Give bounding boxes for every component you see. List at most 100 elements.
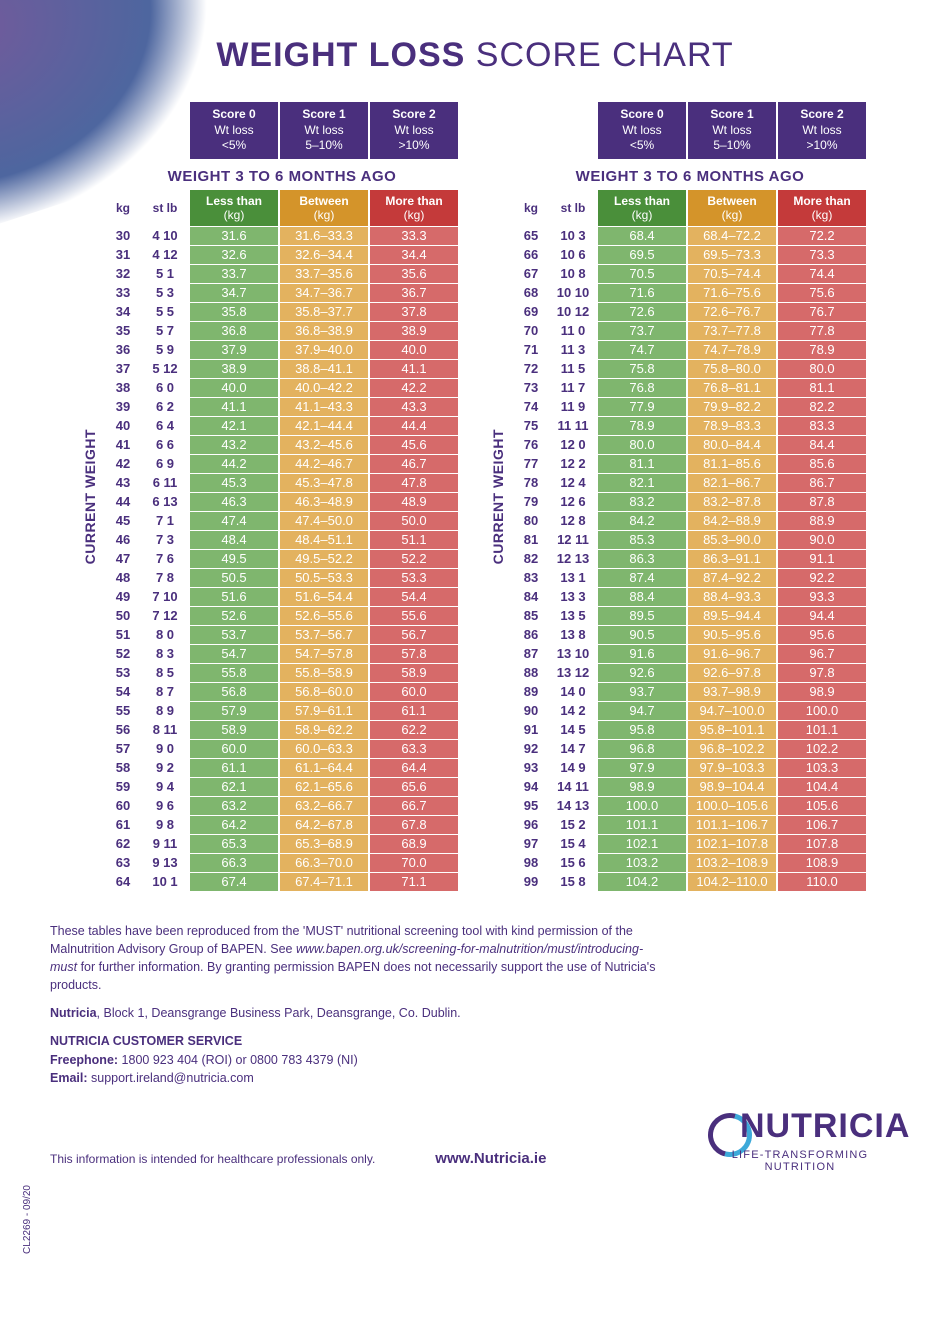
cell-stlb: 7 8 (142, 569, 188, 587)
cell-score2: 80.0 (778, 360, 866, 378)
cell-score0: 60.0 (190, 740, 278, 758)
cell-score2: 60.0 (370, 683, 458, 701)
section-header: WEIGHT 3 TO 6 MONTHS AGO (106, 160, 458, 189)
cell-score1: 70.5–74.4 (688, 265, 776, 283)
table-row: 7812 482.182.1–86.786.7 (514, 474, 866, 492)
cell-kg: 89 (514, 683, 548, 701)
customer-service-heading: NUTRICIA CUSTOMER SERVICE Freephone: 180… (50, 1032, 670, 1086)
cell-score2: 53.3 (370, 569, 458, 587)
cell-kg: 90 (514, 702, 548, 720)
cell-stlb: 10 3 (550, 227, 596, 245)
cell-stlb: 6 0 (142, 379, 188, 397)
table-row: 7311 776.876.8–81.181.1 (514, 379, 866, 397)
cell-stlb: 6 11 (142, 474, 188, 492)
table-row: 9214 796.896.8–102.2102.2 (514, 740, 866, 758)
cell-score1: 91.6–96.7 (688, 645, 776, 663)
cell-score1: 94.7–100.0 (688, 702, 776, 720)
cell-kg: 93 (514, 759, 548, 777)
cell-stlb: 7 6 (142, 550, 188, 568)
cell-score1: 78.9–83.3 (688, 417, 776, 435)
cell-score2: 103.3 (778, 759, 866, 777)
cell-stlb: 15 6 (550, 854, 596, 872)
cell-score2: 61.1 (370, 702, 458, 720)
cell-score1: 38.8–41.1 (280, 360, 368, 378)
cell-kg: 30 (106, 227, 140, 245)
cell-stlb: 10 8 (550, 265, 596, 283)
cell-kg: 96 (514, 816, 548, 834)
cell-score1: 104.2–110.0 (688, 873, 776, 891)
cell-score1: 88.4–93.3 (688, 588, 776, 606)
cell-stlb: 4 12 (142, 246, 188, 264)
cell-score2: 88.9 (778, 512, 866, 530)
cell-score0: 89.5 (598, 607, 686, 625)
table-row: 457 147.447.4–50.050.0 (106, 512, 458, 530)
cell-stlb: 9 13 (142, 854, 188, 872)
cell-score0: 71.6 (598, 284, 686, 302)
cell-score2: 54.4 (370, 588, 458, 606)
cell-kg: 65 (514, 227, 548, 245)
cell-score1: 40.0–42.2 (280, 379, 368, 397)
cell-stlb: 12 11 (550, 531, 596, 549)
cell-score1: 55.8–58.9 (280, 664, 368, 682)
cell-stlb: 11 11 (550, 417, 596, 435)
col-kg: kg (514, 190, 548, 226)
table-row: 467 348.448.4–51.151.1 (106, 531, 458, 549)
cell-stlb: 7 1 (142, 512, 188, 530)
cell-score2: 84.4 (778, 436, 866, 454)
cell-kg: 76 (514, 436, 548, 454)
cell-score1: 42.1–44.4 (280, 417, 368, 435)
table-row: 6410 167.467.4–71.171.1 (106, 873, 458, 891)
cell-score0: 31.6 (190, 227, 278, 245)
cell-score0: 91.6 (598, 645, 686, 663)
cell-score1: 81.1–85.6 (688, 455, 776, 473)
cell-score2: 34.4 (370, 246, 458, 264)
table-row: 589 261.161.1–64.464.4 (106, 759, 458, 777)
cell-stlb: 12 6 (550, 493, 596, 511)
cell-kg: 31 (106, 246, 140, 264)
table-row: 8112 1185.385.3–90.090.0 (514, 531, 866, 549)
cell-kg: 79 (514, 493, 548, 511)
cell-stlb: 7 10 (142, 588, 188, 606)
cell-score0: 50.5 (190, 569, 278, 587)
cell-stlb: 9 8 (142, 816, 188, 834)
cell-score1: 92.6–97.8 (688, 664, 776, 682)
cell-score2: 67.8 (370, 816, 458, 834)
cell-score1: 36.8–38.9 (280, 322, 368, 340)
table-row: 9314 997.997.9–103.3103.3 (514, 759, 866, 777)
cell-score1: 83.2–87.8 (688, 493, 776, 511)
cell-score1: 43.2–45.6 (280, 436, 368, 454)
cell-kg: 55 (106, 702, 140, 720)
cell-score0: 74.7 (598, 341, 686, 359)
cell-score1: 90.5–95.6 (688, 626, 776, 644)
cell-score0: 90.5 (598, 626, 686, 644)
cell-score1: 37.9–40.0 (280, 341, 368, 359)
cell-score0: 63.2 (190, 797, 278, 815)
cell-score0: 92.6 (598, 664, 686, 682)
cell-stlb: 11 5 (550, 360, 596, 378)
cell-score0: 81.1 (598, 455, 686, 473)
cell-score1: 80.0–84.4 (688, 436, 776, 454)
col-stlb: st lb (142, 190, 188, 226)
cell-stlb: 5 9 (142, 341, 188, 359)
cell-stlb: 11 0 (550, 322, 596, 340)
cell-stlb: 9 0 (142, 740, 188, 758)
cell-score1: 98.9–104.4 (688, 778, 776, 796)
cell-score1: 79.9–82.2 (688, 398, 776, 416)
cell-kg: 49 (106, 588, 140, 606)
cell-score1: 60.0–63.3 (280, 740, 368, 758)
right-table-wrap: CURRENT WEIGHT Score 0Wt loss<5% Score 1… (490, 101, 868, 892)
cell-stlb: 6 4 (142, 417, 188, 435)
cell-kg: 35 (106, 322, 140, 340)
logo-text: NUTRICIA (740, 1107, 910, 1146)
table-row: 8914 093.793.7–98.998.9 (514, 683, 866, 701)
cell-kg: 91 (514, 721, 548, 739)
col-s2: More than(kg) (778, 190, 866, 226)
cell-stlb: 8 9 (142, 702, 188, 720)
cell-stlb: 12 2 (550, 455, 596, 473)
cell-score1: 93.7–98.9 (688, 683, 776, 701)
cell-stlb: 11 9 (550, 398, 596, 416)
table-row: 8713 1091.691.6–96.796.7 (514, 645, 866, 663)
table-row: 8212 1386.386.3–91.191.1 (514, 550, 866, 568)
cell-score1: 49.5–52.2 (280, 550, 368, 568)
website-link: www.Nutricia.ie (435, 1150, 546, 1167)
